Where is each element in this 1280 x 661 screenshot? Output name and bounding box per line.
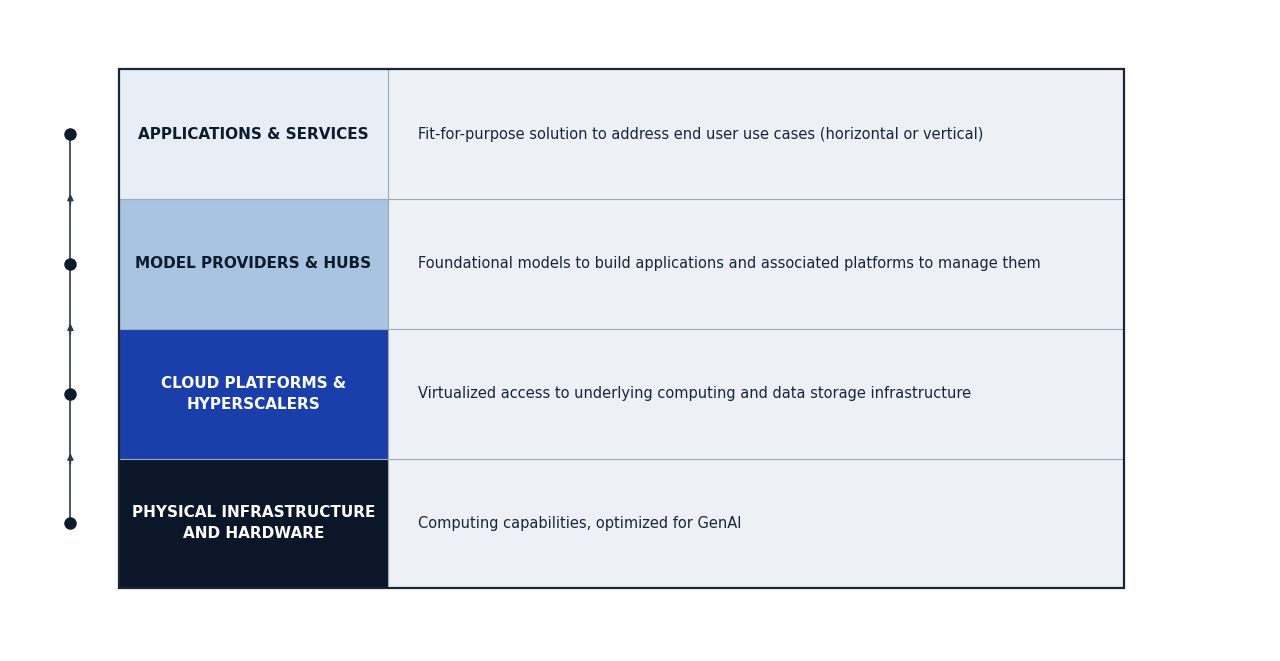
Text: PHYSICAL INFRASTRUCTURE
AND HARDWARE: PHYSICAL INFRASTRUCTURE AND HARDWARE: [132, 506, 375, 541]
Bar: [388, 459, 1124, 588]
Text: Computing capabilities, optimized for GenAI: Computing capabilities, optimized for Ge…: [417, 516, 741, 531]
Text: Virtualized access to underlying computing and data storage infrastructure: Virtualized access to underlying computi…: [417, 386, 972, 401]
Text: Fit-for-purpose solution to address end user use cases (horizontal or vertical): Fit-for-purpose solution to address end …: [417, 127, 983, 141]
Bar: [119, 329, 388, 459]
Text: MODEL PROVIDERS & HUBS: MODEL PROVIDERS & HUBS: [136, 256, 371, 272]
Bar: [119, 69, 388, 199]
Bar: [388, 69, 1124, 199]
Bar: [119, 69, 1124, 588]
Bar: [119, 459, 388, 588]
Bar: [119, 199, 388, 329]
Text: Foundational models to build applications and associated platforms to manage the: Foundational models to build application…: [417, 256, 1041, 272]
Bar: [388, 199, 1124, 329]
Text: CLOUD PLATFORMS &
HYPERSCALERS: CLOUD PLATFORMS & HYPERSCALERS: [161, 375, 346, 412]
Text: APPLICATIONS & SERVICES: APPLICATIONS & SERVICES: [138, 127, 369, 141]
Bar: [388, 329, 1124, 459]
